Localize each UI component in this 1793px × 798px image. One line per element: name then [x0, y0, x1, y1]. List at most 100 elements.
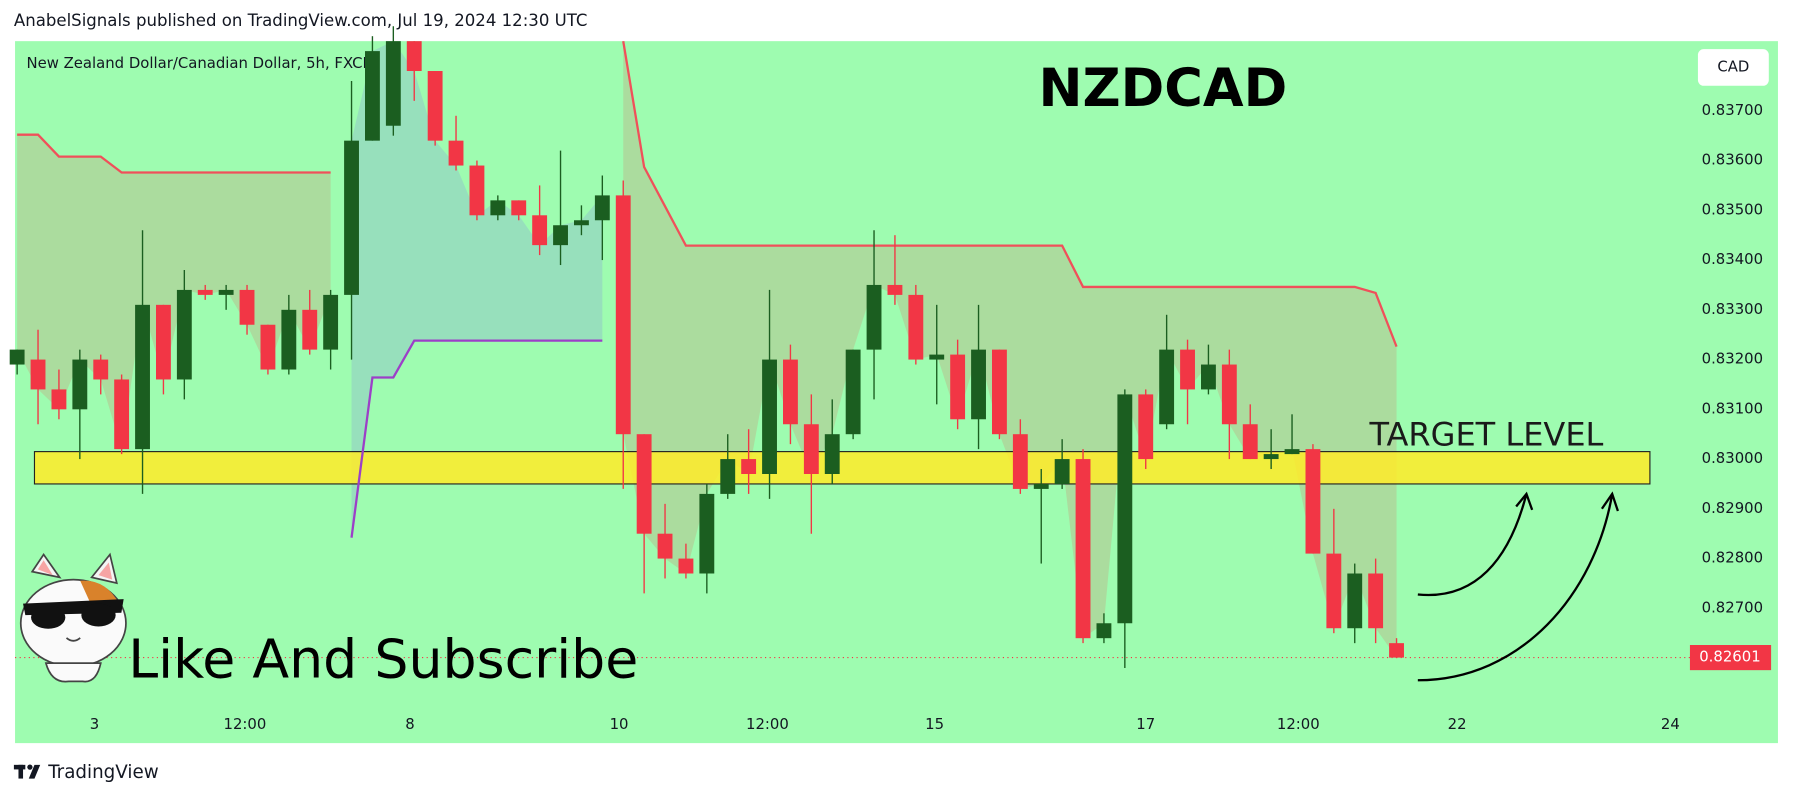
candle-body: [615, 195, 631, 435]
candle-body: [323, 294, 339, 350]
candle-body: [762, 359, 777, 474]
y-tick-label: 0.83600: [1702, 151, 1763, 169]
candle-body: [1138, 394, 1154, 460]
candle-body: [135, 304, 150, 450]
candle-body: [9, 349, 25, 365]
candle-body: [176, 289, 192, 380]
candle-body: [1368, 573, 1384, 629]
candle-body: [1284, 449, 1300, 455]
candle-body: [1201, 364, 1216, 390]
x-tick-label: 3: [90, 715, 99, 733]
candle-body: [156, 304, 171, 380]
candle-body: [845, 349, 861, 435]
arrow: [1417, 493, 1528, 597]
candle-body: [553, 225, 568, 246]
y-tick-label: 0.82700: [1702, 598, 1763, 616]
arrow-head: [1515, 491, 1534, 511]
candle-body: [887, 284, 903, 295]
y-tick-label: 0.83200: [1702, 350, 1763, 368]
candle-body: [239, 289, 255, 325]
candle-body: [636, 434, 652, 534]
x-tick-label: 12:00: [746, 715, 789, 733]
candle-body: [197, 289, 213, 295]
arrow: [1417, 493, 1614, 682]
candle-layer: [9, 26, 1404, 669]
target-label: TARGET LEVEL: [1368, 416, 1603, 454]
candle-body: [1117, 394, 1133, 624]
candle-body: [427, 71, 443, 141]
candle-body: [30, 359, 46, 390]
candle-body: [1180, 349, 1195, 390]
candle-body: [1075, 459, 1091, 639]
y-tick-label: 0.83500: [1702, 200, 1763, 218]
symbol-subtitle: New Zealand Dollar/Canadian Dollar, 5h, …: [26, 54, 375, 72]
y-tick-label: 0.83000: [1702, 449, 1763, 467]
zone-layer: TARGET LEVEL: [33, 416, 1651, 485]
x-tick-label: 12:00: [1277, 715, 1320, 733]
candle-body: [344, 140, 359, 295]
candle-body: [448, 140, 464, 166]
indicator-layer: [17, 40, 1398, 538]
candle-body: [1263, 454, 1279, 460]
candle-body: [678, 558, 694, 574]
candle-body: [824, 434, 840, 474]
annotation: Like And Subscribe: [128, 628, 638, 691]
candle-body: [385, 41, 401, 126]
currency-label: CAD: [1717, 57, 1749, 75]
candle-body: [302, 309, 318, 350]
candle-body: [406, 41, 422, 72]
target-zone: [33, 451, 1651, 485]
candle-body: [1012, 434, 1028, 489]
candle-body: [783, 359, 798, 425]
y-tick-label: 0.83400: [1702, 250, 1763, 268]
candle-body: [741, 459, 757, 474]
x-tick-label: 24: [1661, 715, 1680, 733]
candle-body: [93, 359, 109, 380]
indicator-line: [17, 40, 1398, 348]
x-tick-label: 22: [1448, 715, 1467, 733]
candle-body: [51, 389, 67, 410]
y-tick-label: 0.83100: [1702, 399, 1763, 417]
candle-body: [1305, 449, 1321, 554]
currency-box: [1697, 49, 1769, 86]
cat-mascot: [19, 552, 127, 683]
y-tick-label: 0.83700: [1702, 101, 1763, 119]
candle-body: [490, 200, 506, 216]
plot-background: [15, 41, 1778, 744]
candle-body: [511, 200, 527, 216]
candle-body: [1221, 364, 1237, 425]
indicator-line: [350, 339, 603, 538]
candle-body: [1159, 349, 1175, 425]
price-label: 0.82601: [1699, 648, 1760, 666]
arrow-head: [1600, 491, 1619, 512]
y-tick-label: 0.83300: [1702, 300, 1763, 318]
x-tick-label: 8: [405, 715, 414, 733]
candle-body: [365, 51, 380, 141]
candle-body: [281, 309, 297, 370]
candle-body: [1242, 424, 1258, 460]
candle-body: [469, 165, 485, 216]
candle-body: [260, 324, 276, 370]
indicator-fill: [623, 41, 1397, 658]
candle-body: [803, 424, 819, 474]
price-box: [1689, 645, 1772, 671]
candle-body: [1054, 459, 1070, 484]
indicator-fill: [351, 41, 603, 538]
axis-layer: 0.82700 0.82800 0.82900 0.83000 0.83100 0.832…: [15, 101, 1772, 733]
candle-body: [1033, 483, 1049, 489]
candle-body: [1389, 643, 1404, 658]
x-tick-label: 17: [1136, 715, 1155, 733]
candle-body: [699, 493, 715, 574]
candle-body: [929, 354, 945, 360]
x-tick-label: 15: [925, 715, 944, 733]
y-tick-label: 0.82900: [1702, 499, 1763, 517]
brand-logo: [13, 764, 41, 779]
x-tick-label: 12:00: [224, 715, 267, 733]
candle-body: [72, 359, 88, 410]
brand-name: TradingView: [47, 762, 159, 783]
candle-body: [218, 289, 234, 295]
candle-body: [720, 459, 736, 494]
publish-info: AnabelSignals published on TradingView.c…: [14, 11, 588, 30]
candle-body: [1347, 573, 1363, 629]
